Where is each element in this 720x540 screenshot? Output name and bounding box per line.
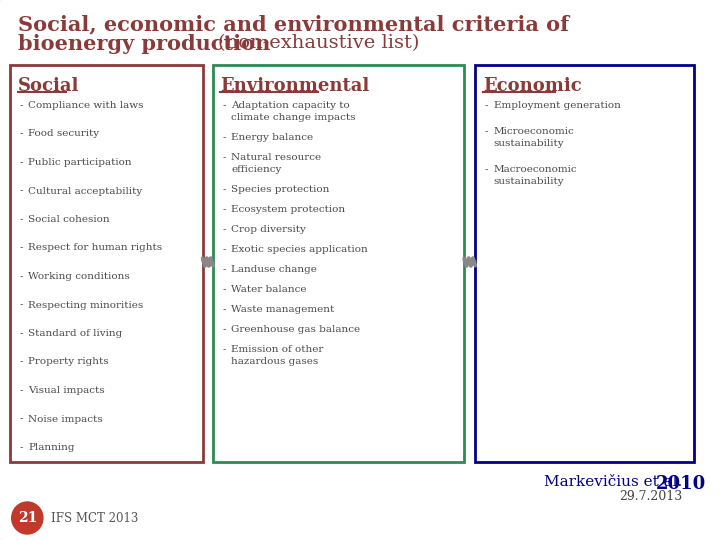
Text: -: - [19, 357, 23, 367]
FancyBboxPatch shape [212, 65, 464, 462]
Text: -: - [222, 205, 226, 214]
Text: bioenergy production: bioenergy production [17, 34, 277, 54]
Text: Social: Social [17, 77, 79, 95]
FancyBboxPatch shape [475, 65, 693, 462]
Text: -: - [485, 101, 488, 110]
Text: Public participation: Public participation [28, 158, 132, 167]
Text: Crop diversity: Crop diversity [231, 225, 306, 234]
Text: (non-exhaustive list): (non-exhaustive list) [217, 34, 419, 52]
FancyBboxPatch shape [10, 65, 203, 462]
Text: Greenhouse gas balance: Greenhouse gas balance [231, 325, 360, 334]
Text: -: - [485, 165, 488, 174]
Text: Natural resource
efficiency: Natural resource efficiency [231, 153, 321, 174]
Text: Waste management: Waste management [231, 305, 335, 314]
Text: -: - [19, 272, 23, 281]
Circle shape [12, 502, 43, 534]
Text: -: - [222, 245, 226, 254]
Text: -: - [222, 285, 226, 294]
Text: Environmental: Environmental [220, 77, 370, 95]
Text: -: - [19, 415, 23, 423]
Text: -: - [19, 329, 23, 338]
FancyBboxPatch shape [0, 0, 704, 540]
Text: -: - [222, 133, 226, 142]
Text: Ecosystem protection: Ecosystem protection [231, 205, 346, 214]
Text: -: - [485, 127, 488, 136]
Text: Property rights: Property rights [28, 357, 109, 367]
Text: -: - [19, 443, 23, 452]
Text: -: - [222, 305, 226, 314]
Text: -: - [222, 225, 226, 234]
Text: Macroeconomic
sustainability: Macroeconomic sustainability [494, 165, 577, 186]
Text: -: - [222, 153, 226, 162]
Text: Economic: Economic [483, 77, 582, 95]
Text: Cultural acceptability: Cultural acceptability [28, 186, 143, 195]
Text: Energy balance: Energy balance [231, 133, 313, 142]
Text: Visual impacts: Visual impacts [28, 386, 105, 395]
Text: Markevičius et al.: Markevičius et al. [544, 475, 688, 489]
Text: -: - [19, 186, 23, 195]
Text: Standard of living: Standard of living [28, 329, 122, 338]
Text: Water balance: Water balance [231, 285, 307, 294]
Text: Employment generation: Employment generation [494, 101, 621, 110]
Text: Planning: Planning [28, 443, 75, 452]
Text: 21: 21 [17, 511, 37, 525]
Text: Adaptation capacity to
climate change impacts: Adaptation capacity to climate change im… [231, 101, 356, 122]
Text: Respect for human rights: Respect for human rights [28, 244, 163, 253]
Text: Working conditions: Working conditions [28, 272, 130, 281]
Text: Species protection: Species protection [231, 185, 330, 194]
Text: Social, economic and environmental criteria of: Social, economic and environmental crite… [17, 14, 569, 34]
Text: -: - [222, 185, 226, 194]
Text: -: - [19, 244, 23, 253]
Text: Exotic species application: Exotic species application [231, 245, 368, 254]
Text: Emission of other
hazardous gases: Emission of other hazardous gases [231, 345, 323, 366]
Text: Respecting minorities: Respecting minorities [28, 300, 143, 309]
Text: 2010: 2010 [656, 475, 706, 493]
Text: -: - [222, 101, 226, 110]
Text: -: - [222, 325, 226, 334]
Text: -: - [222, 265, 226, 274]
Text: -: - [19, 386, 23, 395]
Text: Landuse change: Landuse change [231, 265, 317, 274]
Text: -: - [19, 158, 23, 167]
Text: -: - [19, 130, 23, 138]
Text: IFS MCT 2013: IFS MCT 2013 [50, 512, 138, 525]
Text: -: - [19, 300, 23, 309]
Text: Compliance with laws: Compliance with laws [28, 101, 144, 110]
Text: 29.7.2013: 29.7.2013 [620, 490, 683, 503]
Text: -: - [222, 345, 226, 354]
Text: Food security: Food security [28, 130, 99, 138]
Text: Noise impacts: Noise impacts [28, 415, 103, 423]
Text: Microeconomic
sustainability: Microeconomic sustainability [494, 127, 575, 148]
Text: Social cohesion: Social cohesion [28, 215, 110, 224]
Text: -: - [19, 215, 23, 224]
Text: -: - [19, 101, 23, 110]
